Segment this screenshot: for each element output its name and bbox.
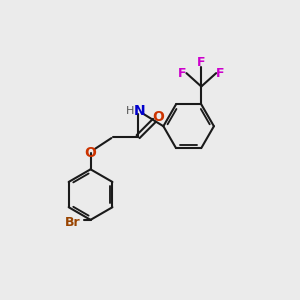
Text: O: O — [85, 146, 97, 160]
Text: F: F — [197, 56, 206, 69]
Text: H: H — [126, 106, 134, 116]
Text: F: F — [216, 67, 224, 80]
Text: N: N — [134, 104, 146, 118]
Text: O: O — [152, 110, 164, 124]
Text: Br: Br — [64, 216, 80, 229]
Text: F: F — [178, 67, 187, 80]
